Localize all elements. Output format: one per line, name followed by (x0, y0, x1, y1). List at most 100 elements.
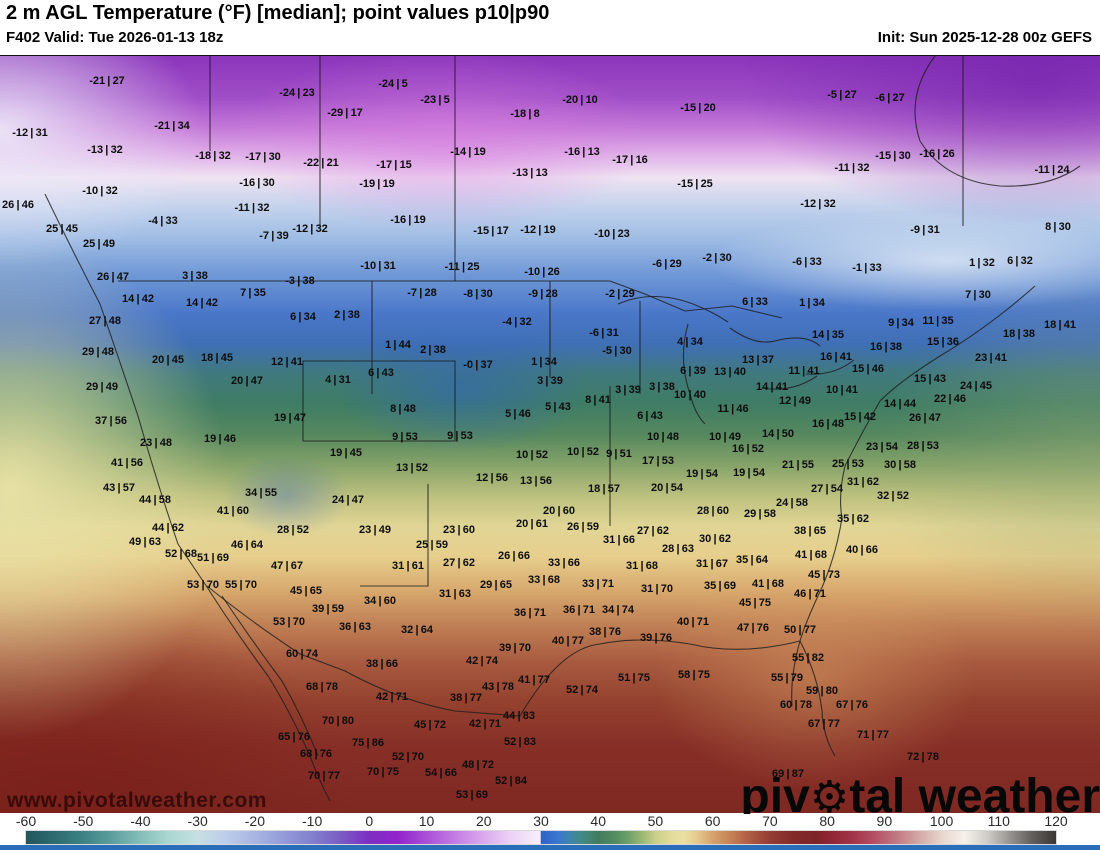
point-value: 20 | 60 (543, 505, 575, 517)
point-value: -5 | 27 (827, 89, 857, 101)
point-value: 31 | 62 (847, 476, 879, 488)
point-value: 13 | 37 (742, 354, 774, 366)
point-value: -12 | 31 (12, 127, 48, 139)
point-value: -15 | 30 (875, 150, 911, 162)
point-value: 40 | 66 (846, 544, 878, 556)
point-value: 53 | 70 (273, 616, 305, 628)
point-value: 42 | 71 (376, 691, 408, 703)
point-value: 38 | 77 (450, 692, 482, 704)
point-value: 65 | 76 (278, 731, 310, 743)
watermark-brand: piv⚙tal weather (740, 769, 1100, 814)
point-value: 47 | 67 (271, 560, 303, 572)
point-value: 25 | 45 (46, 223, 78, 235)
point-value: 16 | 38 (870, 341, 902, 353)
point-value: 14 | 50 (762, 428, 794, 440)
point-value: 5 | 46 (505, 408, 531, 420)
colorbar-tick-label: 10 (418, 813, 435, 829)
point-value: -5 | 30 (602, 345, 632, 357)
points-layer: -21 | 27 -24 | 23 -29 | 17 -24 | 5 -23 | 5 -1… (0, 56, 1100, 814)
point-value: 10 | 41 (826, 384, 858, 396)
gear-icon: ⚙ (809, 773, 850, 814)
point-value: 69 | 87 (772, 768, 804, 780)
point-value: 6 | 33 (742, 296, 768, 308)
point-value: -8 | 30 (463, 288, 493, 300)
point-value: 4 | 34 (677, 336, 703, 348)
point-value: 70 | 75 (367, 766, 399, 778)
point-value: 67 | 77 (808, 718, 840, 730)
map-borders (44, 56, 1081, 802)
point-value: 23 | 49 (359, 524, 391, 536)
point-value: 14 | 42 (122, 293, 154, 305)
point-value: -12 | 19 (520, 224, 556, 236)
point-value: -13 | 13 (512, 167, 548, 179)
colorbar-tick-label: 0 (365, 813, 374, 829)
colorbar-tick-label: 80 (819, 813, 835, 829)
valid-time-label: F402 Valid: Tue 2026-01-13 18z (6, 29, 224, 46)
point-value: 19 | 46 (204, 433, 236, 445)
point-value: 14 | 35 (812, 329, 844, 341)
point-value: 8 | 48 (390, 403, 416, 415)
point-value: 68 | 78 (306, 681, 338, 693)
point-value: 39 | 59 (312, 603, 344, 615)
point-value: 31 | 67 (696, 558, 728, 570)
point-value: 10 | 48 (647, 431, 679, 443)
point-value: 24 | 45 (960, 380, 992, 392)
point-value: 7 | 30 (965, 289, 991, 301)
point-value: 29 | 49 (86, 381, 118, 393)
point-value: -15 | 17 (473, 225, 509, 237)
point-value: -9 | 31 (910, 224, 940, 236)
point-value: 51 | 69 (197, 552, 229, 564)
point-value: 15 | 46 (852, 363, 884, 375)
point-value: 52 | 68 (165, 548, 197, 560)
point-value: 20 | 47 (231, 375, 263, 387)
point-value: 13 | 56 (520, 475, 552, 487)
point-value: 9 | 51 (606, 448, 632, 460)
point-value: 52 | 74 (566, 684, 598, 696)
point-value: 28 | 53 (907, 440, 939, 452)
colorbar-tick-label: 20 (475, 813, 492, 829)
point-value: 4 | 31 (325, 374, 351, 386)
colorbar-ticks: -60 -50 -40 -30 -20 -10 0 10 20 30 40 50 60 70 80 90 100… (0, 813, 1100, 829)
point-value: -4 | 33 (148, 215, 178, 227)
point-value: 1 | 32 (969, 257, 995, 269)
point-value: 34 | 60 (364, 595, 396, 607)
point-value: 33 | 71 (582, 578, 614, 590)
point-value: -17 | 16 (612, 154, 648, 166)
point-value: 28 | 63 (662, 543, 694, 555)
point-value: -10 | 32 (82, 185, 118, 197)
point-value: 39 | 76 (640, 632, 672, 644)
point-value: 60 | 78 (780, 699, 812, 711)
point-value: 32 | 52 (877, 490, 909, 502)
point-value: 37 | 56 (95, 415, 127, 427)
point-value: 53 | 70 (187, 579, 219, 591)
point-value: 9 | 34 (888, 317, 914, 329)
point-value: 11 | 46 (717, 403, 749, 415)
point-value: 31 | 66 (603, 534, 635, 546)
point-value: 2 | 38 (334, 309, 360, 321)
point-value: 47 | 76 (737, 622, 769, 634)
point-value: -29 | 17 (327, 107, 363, 119)
point-value: -6 | 27 (875, 92, 905, 104)
point-value: 70 | 77 (308, 770, 340, 782)
point-value: 27 | 62 (637, 525, 669, 537)
point-value: -7 | 39 (259, 230, 289, 242)
point-value: 18 | 41 (1044, 319, 1076, 331)
point-value: 1 | 34 (531, 356, 557, 368)
point-value: 27 | 48 (89, 315, 121, 327)
point-value: 3 | 39 (537, 375, 563, 387)
point-value: -12 | 32 (800, 198, 836, 210)
point-value: 20 | 45 (152, 354, 184, 366)
point-value: 31 | 70 (641, 583, 673, 595)
point-value: 12 | 41 (271, 356, 303, 368)
point-value: -9 | 28 (528, 288, 558, 300)
point-value: 48 | 72 (462, 759, 494, 771)
point-value: 19 | 47 (274, 412, 306, 424)
point-value: 41 | 68 (795, 549, 827, 561)
point-value: 32 | 64 (401, 624, 433, 636)
point-value: -15 | 20 (680, 102, 716, 114)
header-subrow: F402 Valid: Tue 2026-01-13 18z Init: Sun… (6, 29, 1092, 46)
point-value: -10 | 31 (360, 260, 396, 272)
point-value: -3 | 38 (285, 275, 315, 287)
point-value: 15 | 36 (927, 336, 959, 348)
